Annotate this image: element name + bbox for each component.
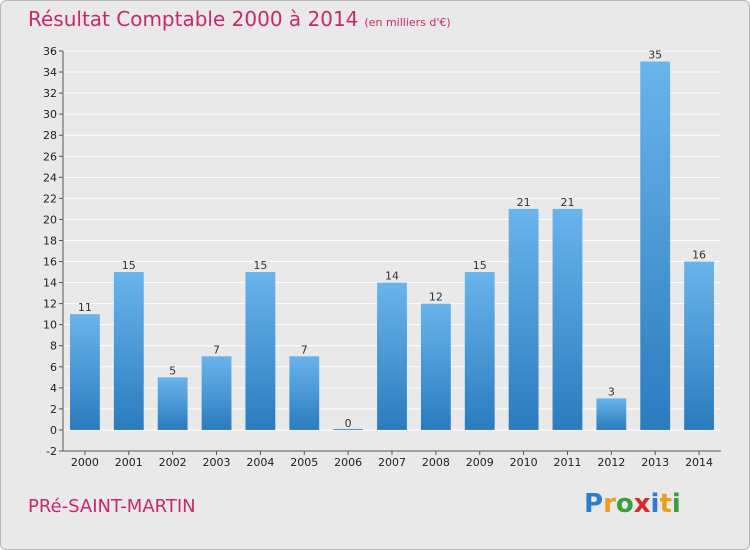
bar [464, 272, 495, 430]
logo-letter: r [603, 489, 616, 519]
y-tick-label: 18 [43, 234, 57, 247]
data-label: 21 [517, 196, 531, 209]
y-tick-label: 26 [43, 150, 57, 163]
data-label: 14 [385, 270, 399, 283]
bar [157, 377, 188, 430]
data-label: 3 [608, 385, 615, 398]
x-tick-label: 2012 [597, 456, 625, 469]
data-label: 16 [692, 249, 706, 262]
bar [289, 356, 320, 430]
chart-title: Résultat Comptable 2000 à 2014 (en millie… [28, 7, 451, 31]
bar [640, 61, 671, 430]
y-tick-label: 28 [43, 129, 57, 142]
x-tick-label: 2013 [641, 456, 669, 469]
data-labels: 11 15 5 7 15 7 0 14 12 15 21 21 3 35 16 [78, 49, 706, 430]
y-tick-label: 6 [50, 361, 57, 374]
y-tick-label: 34 [43, 66, 57, 79]
data-label: 12 [429, 291, 443, 304]
bar [333, 428, 364, 430]
logo-letter: t [659, 489, 672, 519]
bar [70, 314, 100, 430]
y-tick-label: 4 [50, 382, 57, 395]
data-label: 15 [122, 259, 136, 272]
y-tick-label: 24 [43, 171, 57, 184]
logo-letter: P [584, 489, 604, 519]
y-tick-label: 0 [50, 424, 57, 437]
logo-letter: i [671, 489, 681, 519]
x-tick-label: 2000 [71, 456, 99, 469]
logo-letter: o [615, 489, 634, 519]
y-tick-label: 16 [43, 256, 57, 269]
y-tick-label: 30 [43, 108, 57, 121]
bars [70, 61, 714, 430]
proxiti-logo: Proxiti [584, 489, 681, 519]
y-tick-label: -2 [46, 445, 57, 458]
data-label: 21 [560, 196, 574, 209]
commune-name: PRé-SAINT-MARTIN [28, 496, 196, 517]
bar [596, 398, 627, 430]
data-label: 5 [169, 364, 176, 377]
x-tick-label: 2005 [290, 456, 318, 469]
bar [113, 272, 144, 430]
y-tick-label: 14 [43, 277, 57, 290]
logo-letter: i [650, 489, 660, 519]
data-label: 7 [213, 343, 220, 356]
data-label: 15 [473, 259, 487, 272]
x-tick-label: 2010 [510, 456, 538, 469]
data-label: 7 [301, 343, 308, 356]
bar [377, 282, 407, 430]
x-tick-label: 2003 [203, 456, 231, 469]
x-tick-label: 2009 [466, 456, 494, 469]
data-label: 11 [78, 301, 92, 314]
x-tick-label: 2006 [334, 456, 362, 469]
y-tick-label: 12 [43, 298, 57, 311]
bar [508, 208, 539, 430]
bar [684, 261, 714, 430]
x-tick-label: 2004 [246, 456, 274, 469]
x-tick-label: 2007 [378, 456, 406, 469]
y-tick-label: 36 [43, 45, 57, 58]
y-tick-label: 20 [43, 213, 57, 226]
x-tick-label: 2011 [553, 456, 581, 469]
bar [201, 356, 232, 430]
y-tick-label: 8 [50, 340, 57, 353]
bar [245, 272, 276, 430]
bar [552, 208, 583, 430]
x-tick-label: 2002 [159, 456, 187, 469]
chart-subtitle: (en milliers d'€) [364, 16, 451, 29]
x-tick-label: 2008 [422, 456, 450, 469]
logo-letter: x [633, 489, 651, 519]
x-tick-label: 2001 [115, 456, 143, 469]
y-tick-label: 22 [43, 192, 57, 205]
data-label: 0 [345, 417, 352, 430]
y-tick-label: 32 [43, 87, 57, 100]
chart-title-text: Résultat Comptable 2000 à 2014 [28, 7, 359, 31]
y-tick-label: 2 [50, 403, 57, 416]
data-label: 15 [253, 259, 267, 272]
x-tick-label: 2014 [685, 456, 713, 469]
data-label: 35 [648, 49, 662, 62]
y-tick-label: 10 [43, 319, 57, 332]
bar [420, 303, 451, 430]
